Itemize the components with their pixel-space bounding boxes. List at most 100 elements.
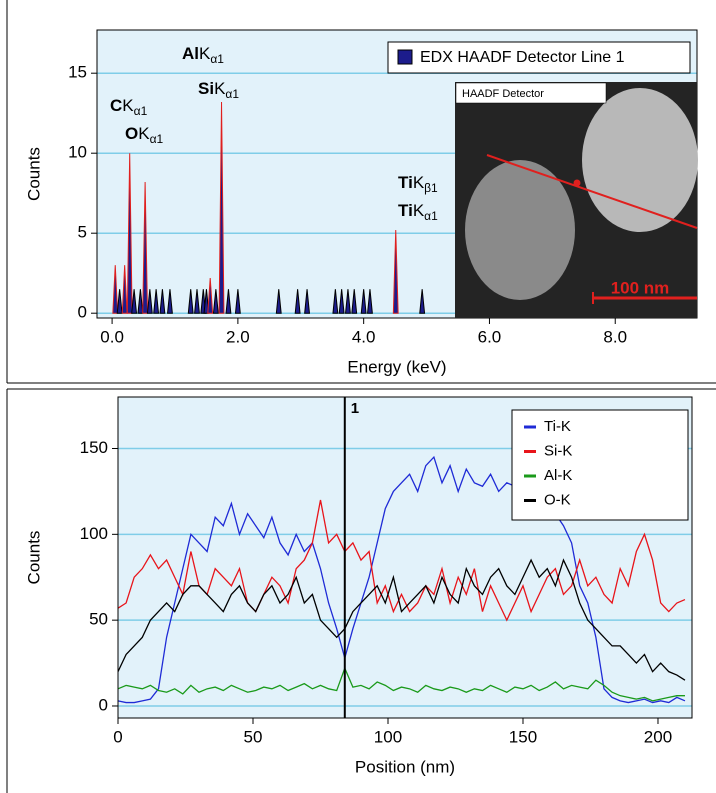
legend-label: Si-K (544, 442, 572, 459)
peak (194, 289, 200, 314)
peak-label: SiKα1 (198, 79, 239, 101)
y-tick-label: 0 (99, 695, 108, 714)
x-axis-label: Energy (keV) (347, 357, 446, 376)
series-line (117, 499, 686, 622)
y-tick-label: 5 (78, 223, 87, 242)
y-tick-label: 15 (68, 63, 87, 82)
element: O (125, 124, 138, 143)
peak-label: OKα1 (125, 124, 164, 146)
particle (465, 160, 575, 300)
series-line (117, 558, 686, 681)
x-tick-label: 50 (244, 727, 263, 746)
element: Al (182, 44, 199, 63)
subscript: α1 (150, 132, 164, 146)
line: K (413, 201, 425, 220)
x-tick-label: 200 (644, 727, 672, 746)
peak (332, 289, 339, 314)
inset-label-box (455, 82, 607, 104)
x-tick-label: 8.0 (603, 327, 627, 346)
element: C (110, 96, 122, 115)
profile-chart: 0 50 100 150 0 50 100 150 200 Position (nm) Counts… (24, 396, 693, 776)
y-tick-label: 150 (80, 438, 108, 457)
legend-swatch (397, 49, 413, 65)
peak (234, 289, 241, 314)
legend-label: Ti-K (544, 418, 571, 435)
line: K (138, 124, 150, 143)
inset-label: HAADF Detector (462, 88, 544, 100)
subscript: α1 (134, 104, 148, 118)
peak (367, 289, 373, 314)
y-tick-label: 50 (89, 610, 108, 629)
x-tick-label: 100 (374, 727, 402, 746)
peak (218, 101, 225, 314)
peak (338, 289, 345, 314)
y-tick-label: 10 (68, 143, 87, 162)
peak-label: CKα1 (110, 96, 148, 118)
peak (207, 277, 214, 314)
subscript: β1 (424, 181, 438, 195)
peak (159, 289, 166, 314)
element: Ti (398, 201, 413, 220)
peak (212, 289, 219, 314)
peak-label: AlKα1 (182, 44, 224, 66)
y-axis-label: Counts (24, 531, 43, 585)
peak (392, 229, 399, 314)
peak (304, 289, 311, 314)
peak-label: TiKα1 (398, 201, 438, 223)
subscript: α1 (424, 209, 438, 223)
particle (582, 88, 698, 232)
peak (225, 289, 232, 314)
line: K (199, 44, 211, 63)
peak-label: TiKβ1 (398, 173, 438, 195)
cursor-label: 1 (351, 400, 359, 417)
element: Ti (398, 173, 413, 192)
peak (131, 289, 138, 314)
y-axis-label: Counts (24, 147, 43, 201)
x-tick-label: 150 (509, 727, 537, 746)
peak (142, 181, 149, 314)
y-tick-label: 0 (78, 303, 87, 322)
x-tick-label: 2.0 (226, 327, 250, 346)
scan-point (573, 179, 581, 187)
subscript: α1 (225, 87, 239, 101)
x-tick-label: 0 (113, 727, 122, 746)
peak (419, 289, 426, 314)
y-tick-label: 100 (80, 524, 108, 543)
x-tick-label: 4.0 (352, 327, 376, 346)
legend-label: Al-K (544, 467, 572, 484)
peak (112, 265, 119, 314)
scale-bar-label: 100 nm (611, 278, 670, 297)
x-axis-label: Position (nm) (355, 757, 455, 776)
scan-line (486, 154, 698, 229)
peak (121, 265, 128, 314)
legend-box (511, 409, 689, 521)
peak (344, 289, 351, 314)
peak (351, 289, 358, 314)
peak (360, 289, 367, 314)
peak (116, 289, 123, 314)
peak (126, 153, 133, 314)
peak (146, 289, 153, 314)
peak (294, 289, 301, 314)
peak (187, 289, 194, 314)
inset-image: HAADF Detector 100 nm (455, 82, 698, 318)
subscript: α1 (210, 52, 224, 66)
legend-label: EDX HAADF Detector Line 1 (420, 49, 625, 66)
peak (167, 289, 173, 314)
line: K (413, 173, 425, 192)
legend-box (387, 41, 691, 74)
series-line (117, 455, 686, 704)
peak (153, 289, 160, 314)
peak (137, 289, 144, 314)
series-line (117, 666, 685, 702)
plot-border (117, 396, 693, 719)
line: K (214, 79, 226, 98)
x-tick-label: 0.0 (100, 327, 124, 346)
x-tick-label: 6.0 (478, 327, 502, 346)
peak (275, 289, 282, 314)
spectrum-legend: EDX HAADF Detector Line 1 (387, 41, 691, 74)
element: Si (198, 79, 214, 98)
peak (203, 289, 210, 314)
